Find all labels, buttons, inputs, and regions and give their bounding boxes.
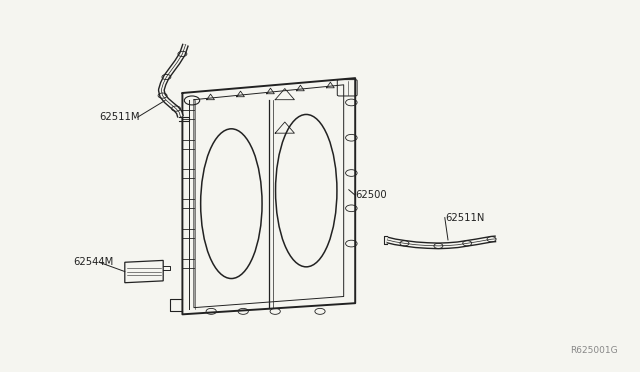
Text: 62544M: 62544M	[74, 257, 114, 267]
FancyBboxPatch shape	[337, 80, 357, 96]
Text: R625001G: R625001G	[570, 346, 618, 355]
Text: 62511M: 62511M	[99, 112, 140, 122]
Text: 62500: 62500	[355, 190, 387, 200]
Polygon shape	[125, 260, 163, 283]
Text: 62511N: 62511N	[445, 213, 484, 222]
